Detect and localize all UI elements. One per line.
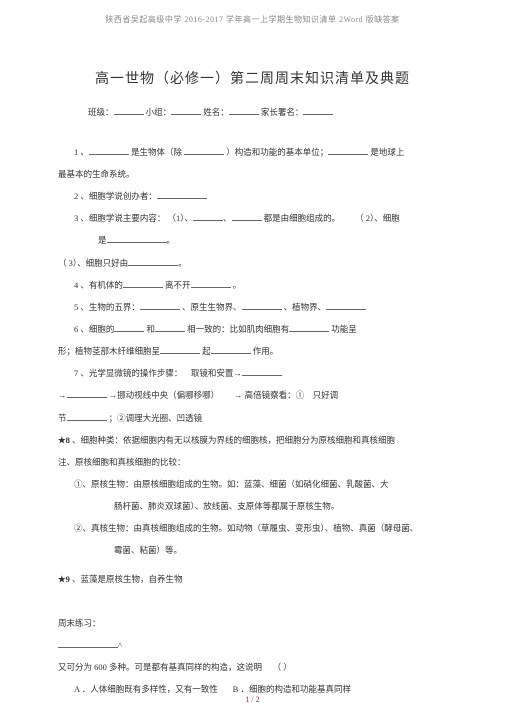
star9-label: ★9 [58, 574, 70, 584]
question-7: 7 、光学显微镜的操作步骤： 取镜和安置→ [58, 365, 447, 381]
question-5: 5 、生物的五界： 、原生生物界、 、植物界、 [58, 299, 447, 315]
document-title: 高一世物（必修一）第二周周末知识清单及典题 [58, 67, 447, 94]
blank [155, 322, 185, 332]
q7b-c: → 高倍镜察看：① [234, 390, 304, 400]
blank [89, 145, 129, 155]
q4-b: 离不开 [165, 280, 191, 290]
blank [242, 300, 282, 310]
q6b-c: 作用。 [253, 346, 279, 356]
question-2: 2 、细胞学说创办者： [58, 188, 447, 204]
blank [242, 366, 282, 376]
q7b-d: 只好调 [313, 390, 339, 400]
q1-c: ）构造和功能的基本单位； [226, 147, 328, 157]
blank [157, 189, 207, 199]
q5-c: 、植物界、 [284, 302, 327, 312]
question-6: 6 、细胞的 和 相一致的：比如肌肉细胞有 功能呈 [58, 321, 447, 337]
q1-b: 是生物体（除 [131, 147, 184, 157]
star8-text: 、细胞种类：依据细胞内有无以核膜为界线的细胞核，把细胞分为原核细胞和真核细胞 [70, 435, 395, 445]
blank-parent [303, 105, 333, 115]
blank [140, 300, 180, 310]
q7c-b: ；②调理大光圈、凹透镜 [109, 413, 203, 423]
question-3c: （ 3）、细胞只好由。 [58, 255, 447, 271]
q2-text: 2 、细胞学说创办者： [74, 191, 157, 201]
option-a: A ．人体细胞既有多样性，又有一致性 [74, 684, 218, 694]
star-9: ★9 、蓝藻是原核生物，自养生物 [58, 571, 447, 587]
q7b-b: →挪动视线中央（偏哪移哪） [109, 390, 220, 400]
q7c-a: 节 [58, 413, 67, 423]
q6-d: 功能呈 [331, 324, 357, 334]
blank [232, 211, 262, 221]
q3-d: （ 2）、细胞 [355, 213, 400, 223]
page-header: 陕西省吴起高级中学 2016-2017 学年高一上学期生物知识清单 2Word … [58, 12, 447, 27]
star8-item1: ①、原核生物：由原核细胞组成的生物。如：蓝藻、细菌（如硝化细菌、乳酸菌、大 [58, 476, 447, 492]
q1-a: 1 、 [74, 147, 89, 157]
star9-text: 、蓝藻是原核生物，自养生物 [70, 574, 183, 584]
q7-a: 7 、光学显微镜的操作步骤： [74, 368, 182, 378]
question-4: 4 、有机体的 离不开 。 [58, 277, 447, 293]
q7-b: 取镜和安置→ [191, 368, 242, 378]
q1-d: 是地球上 [370, 147, 404, 157]
blank [328, 145, 368, 155]
blank [67, 411, 107, 421]
q4-a: 4 、有机体的 [74, 280, 123, 290]
star8-item2: ②、真核生物：由真核细胞组成的生物。如动物（草履虫、变形虫）、植物、真菌（酵母菌… [58, 520, 447, 536]
question-6b: 形；植物茎部木纤维细胞呈 起 作用。 [58, 343, 447, 359]
q6-a: 6 、细胞的 [74, 324, 114, 334]
label-group: 小组： [146, 107, 172, 117]
q4-c: 。 [233, 280, 242, 290]
question-1: 1 、 是生物体（除 ）构造和功能的基本单位； 是地球上 [58, 144, 447, 160]
ex1-paren: （ ） [273, 662, 292, 672]
blank [191, 278, 231, 288]
label-parent: 家长署名： [261, 107, 304, 117]
q5-b: 、原生生物界、 [182, 302, 242, 312]
blank [67, 388, 107, 398]
star8-note: 注、原核细胞和真核细胞的比较： [58, 454, 447, 470]
class-info-line: 班级： 小组： 姓名： 家长署名： [58, 104, 447, 120]
option-b: B ．细胞的构造和功能基真同样 [233, 684, 351, 694]
q5-a: 5 、生物的五界： [74, 302, 140, 312]
blank [107, 233, 167, 243]
question-7b: → →挪动视线中央（偏哪移哪） → 高倍镜察看：① 只好调 [58, 387, 447, 403]
week-blank: ^ [58, 637, 447, 653]
question-7c: 节 ；②调理大光圈、凹透镜 [58, 410, 447, 426]
star8-item1b: 肠杆菌、肺炎双球菌）、放线菌、支原体等都属于原核生物。 [58, 498, 447, 514]
q6b-b: 起 [202, 346, 211, 356]
label-class: 班级： [88, 107, 114, 117]
blank-group [171, 105, 201, 115]
page-number: 1 / 2 [0, 695, 505, 704]
blank [289, 322, 329, 332]
question-3b: 是。 [58, 232, 447, 248]
q3c-text: （ 3）、细胞只好由 [58, 258, 128, 268]
exercise-1: 又可分为 600 多种。可是都有基真同样的构造，这说明 （ ） [58, 659, 447, 675]
week-practice-title: 周末练习： [58, 615, 447, 631]
blank [114, 322, 144, 332]
q3-a: 3 、细胞学说主要内容： [74, 213, 165, 223]
q6b-a: 形；植物茎部木纤维细胞呈 [58, 346, 160, 356]
blank [123, 278, 163, 288]
question-1-cont: 最基本的生命系统。 [58, 166, 447, 182]
blank-class [114, 105, 144, 115]
star-8: ★8 、细胞种类：依据细胞内有无以核膜为界线的细胞核，把细胞分为原核细胞和真核细… [58, 432, 447, 448]
star8-item2b: 霉菌、粘菌）等。 [58, 542, 447, 558]
question-3: 3 、细胞学说主要内容： （1）、、 都是由细胞组成的。 （ 2）、细胞 [58, 210, 447, 226]
blank [211, 344, 251, 354]
blank [128, 256, 178, 266]
blank [193, 211, 223, 221]
blank [326, 300, 366, 310]
q6-b: 和 [147, 324, 156, 334]
q3-b: （1）、 [168, 213, 194, 223]
label-name: 姓名： [203, 107, 229, 117]
blank [184, 145, 224, 155]
q6-c: 相一致的：比如肌肉细胞有 [187, 324, 289, 334]
q7b-a: → [58, 390, 67, 400]
blank [160, 344, 200, 354]
blank [58, 638, 118, 648]
blank-name [229, 105, 259, 115]
q3-c: 都是由细胞组成的。 [264, 213, 341, 223]
q3b-text: 是 [98, 235, 107, 245]
star8-label: ★8 [58, 435, 70, 445]
ex1-text: 又可分为 600 多种。可是都有基真同样的构造，这说明 [58, 662, 262, 672]
